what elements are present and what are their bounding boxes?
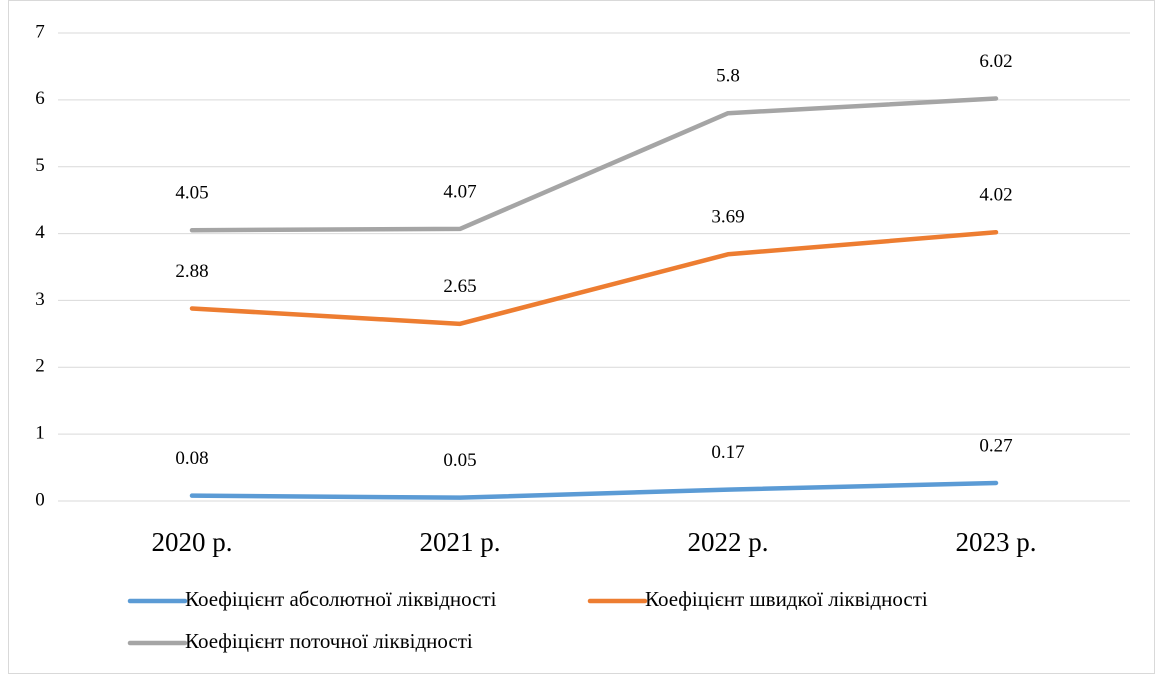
legend-label: Коефіцієнт абсолютної ліквідності: [185, 587, 497, 611]
data-label: 0.17: [711, 442, 744, 463]
x-tick-label: 2020 р.: [152, 527, 233, 557]
y-tick-label: 0: [35, 489, 45, 510]
data-label: 3.69: [711, 207, 744, 228]
y-tick-label: 7: [35, 21, 45, 42]
x-tick-label: 2023 р.: [956, 527, 1037, 557]
data-label: 6.02: [979, 51, 1012, 72]
series-line: [189, 229, 999, 327]
y-tick-label: 6: [35, 88, 45, 109]
x-tick-label: 2021 р.: [420, 527, 501, 557]
data-label: 4.05: [175, 183, 208, 204]
data-label: 0.05: [443, 450, 476, 471]
series-line: [189, 96, 999, 233]
y-tick-label: 3: [35, 289, 45, 310]
data-label: 4.02: [979, 185, 1012, 206]
data-label: 2.88: [175, 261, 208, 282]
data-label: 5.8: [716, 66, 740, 87]
y-tick-label: 4: [35, 222, 45, 243]
data-label: 0.27: [979, 435, 1012, 456]
data-label: 0.08: [175, 448, 208, 469]
y-tick-label: 1: [35, 423, 45, 444]
legend-label: Коефіцієнт швидкої ліквідності: [645, 587, 928, 611]
data-label: 4.07: [443, 181, 476, 202]
y-tick-label: 5: [35, 155, 45, 176]
data-label: 2.65: [443, 276, 476, 297]
series-line: [189, 480, 999, 500]
x-tick-label: 2022 р.: [688, 527, 769, 557]
y-tick-label: 2: [35, 356, 45, 377]
legend-label: Коефіцієнт поточної ліквідності: [185, 629, 473, 653]
